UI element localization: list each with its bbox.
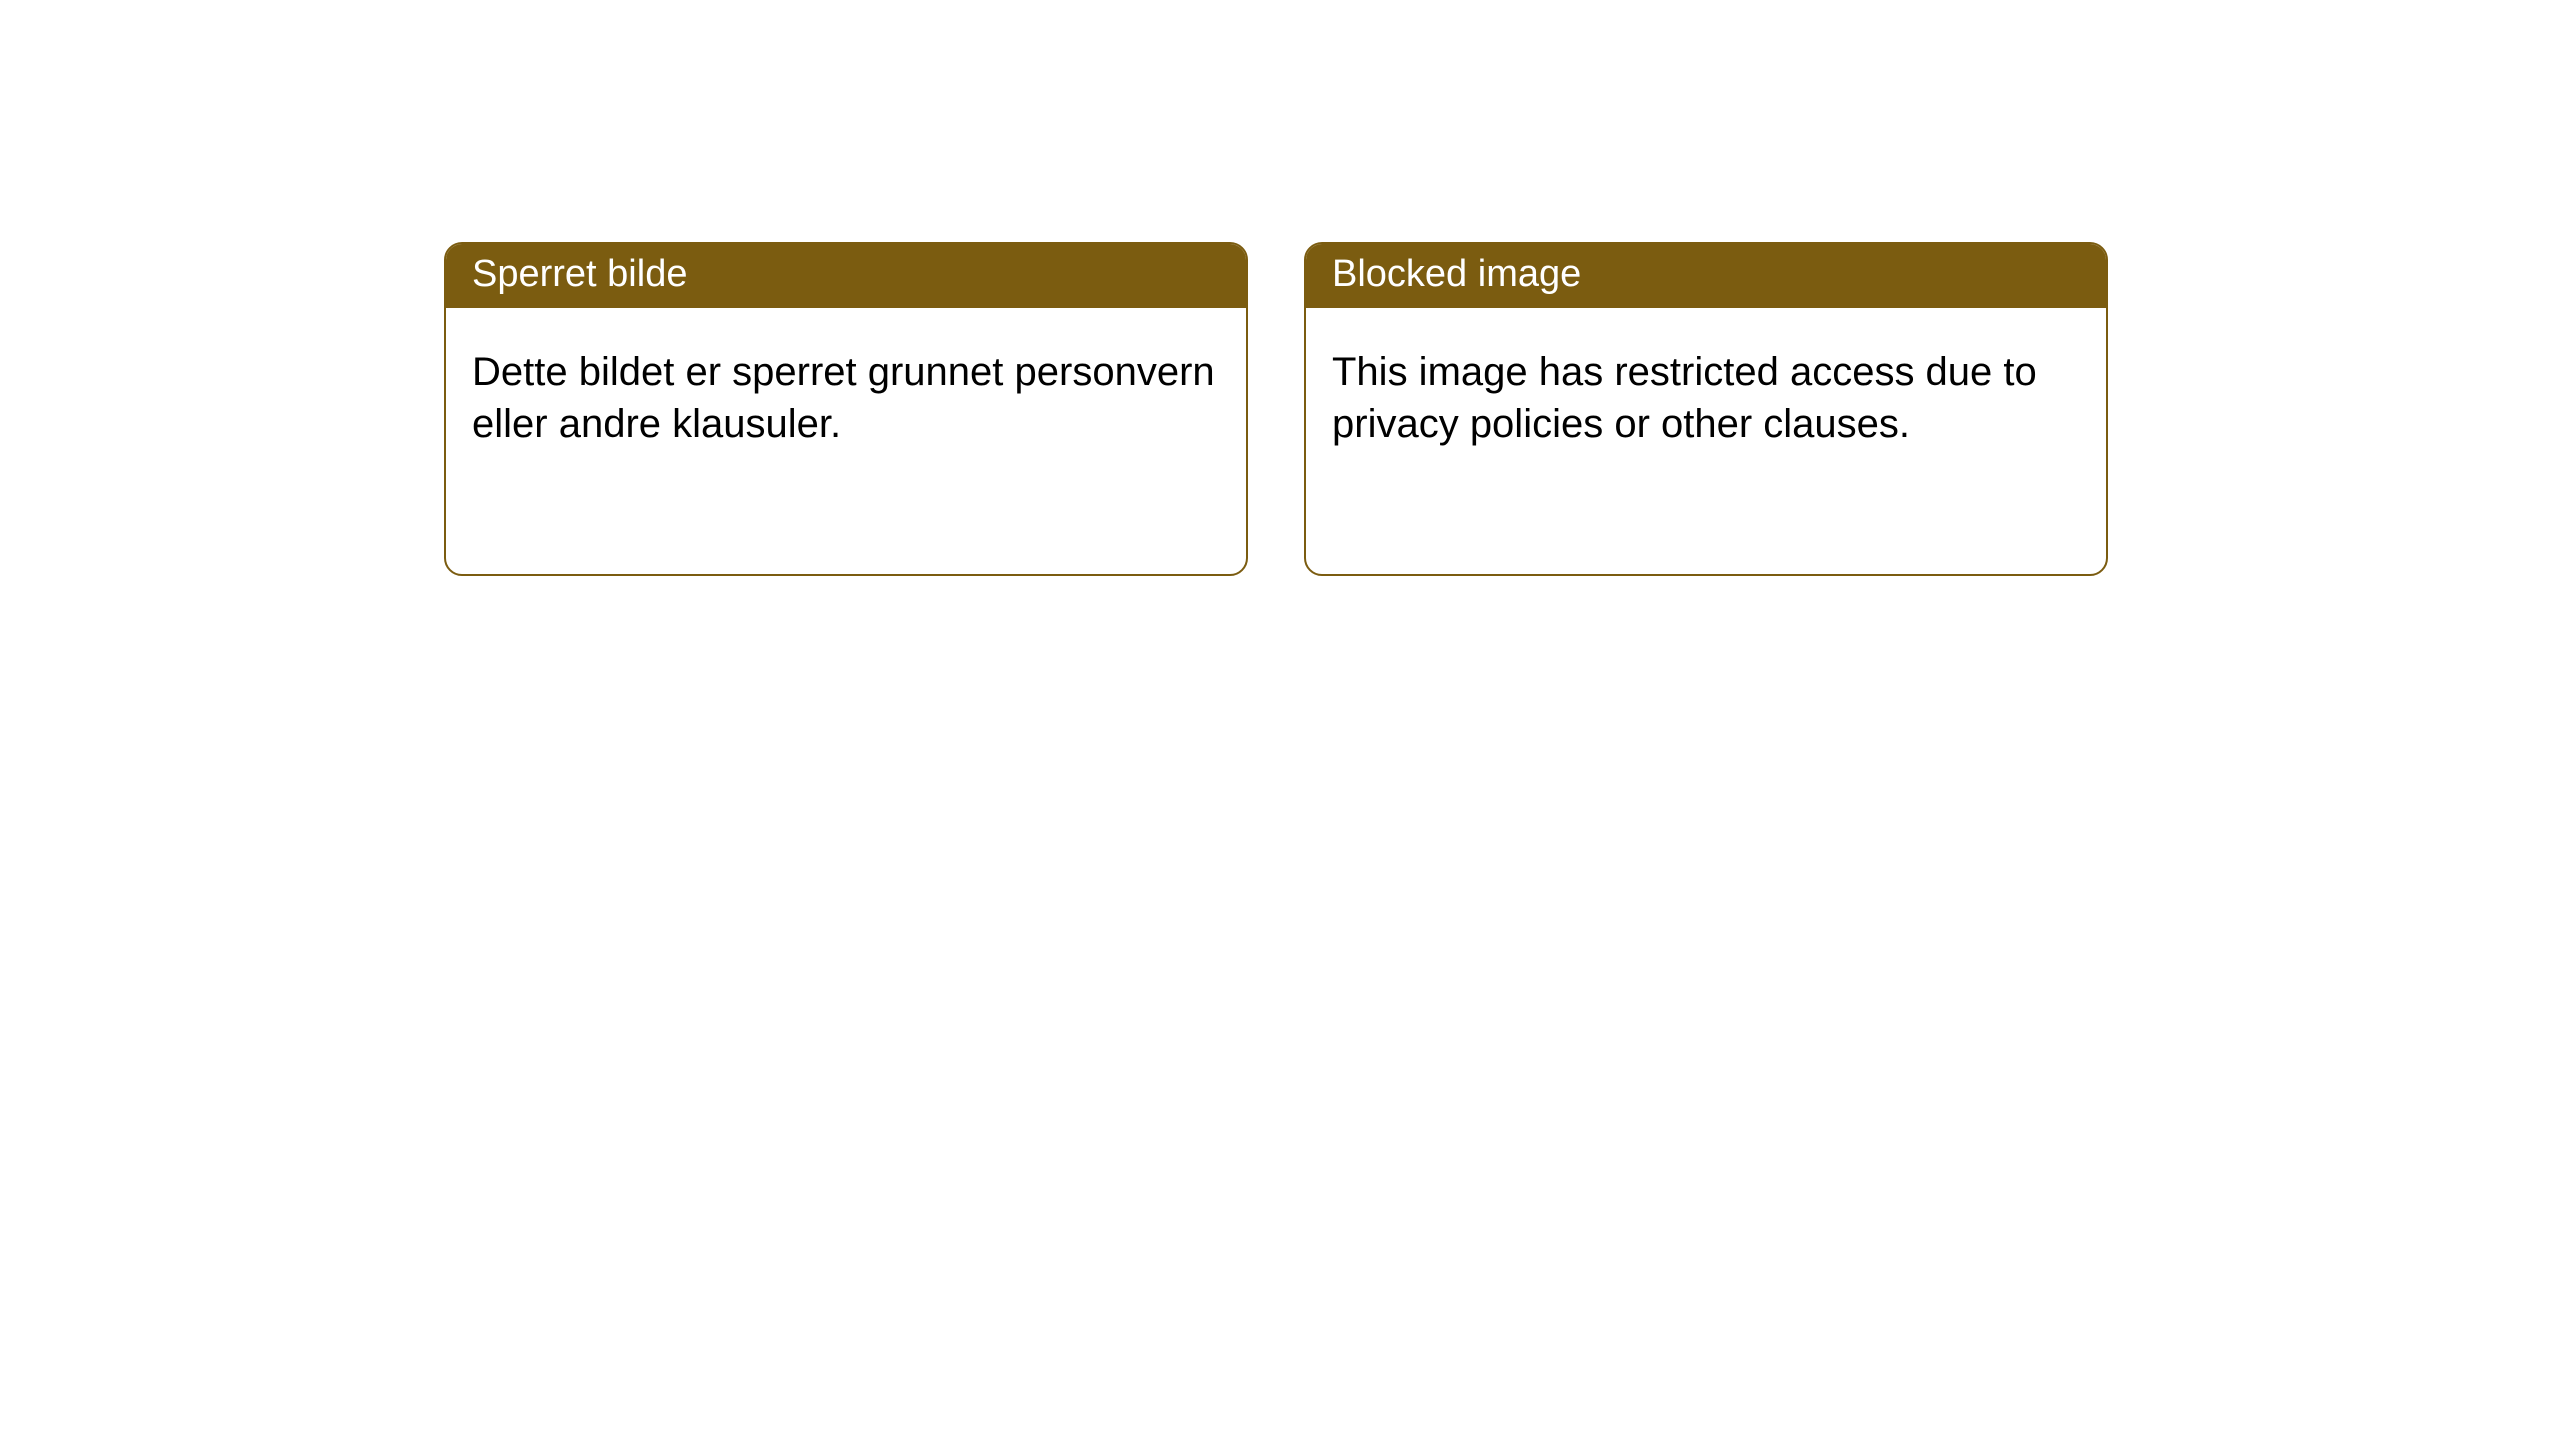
notice-body-en: This image has restricted access due to … [1306,308,2106,488]
blocked-image-notice-container: Sperret bilde Dette bildet er sperret gr… [444,242,2560,576]
notice-header-en: Blocked image [1306,244,2106,308]
notice-header-no: Sperret bilde [446,244,1246,308]
notice-body-no: Dette bildet er sperret grunnet personve… [446,308,1246,488]
blocked-image-notice-no: Sperret bilde Dette bildet er sperret gr… [444,242,1248,576]
blocked-image-notice-en: Blocked image This image has restricted … [1304,242,2108,576]
